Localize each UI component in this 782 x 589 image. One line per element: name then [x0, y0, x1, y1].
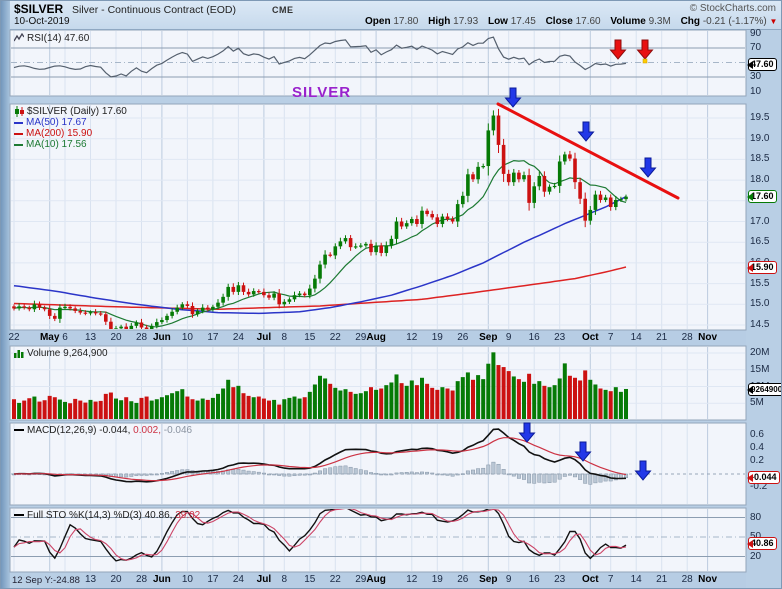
low-value: 17.45	[510, 16, 536, 27]
macd-line-icon	[14, 429, 24, 432]
silver-watermark: SILVER	[292, 84, 352, 101]
down-arrow-icon	[636, 39, 654, 60]
ma200-line-icon	[14, 132, 23, 135]
volume-value: 9.3M	[648, 16, 671, 27]
sto-legend-main: Full STO %K(14,3) %D(3) 40.86,	[27, 510, 173, 521]
candlestick-icon	[15, 106, 24, 117]
close-label: Close	[545, 16, 573, 27]
ma50-line-icon	[14, 121, 23, 124]
volume-legend-text: Volume 9,264,900	[27, 348, 108, 359]
price-panel	[9, 103, 747, 331]
symbol-label: $SILVER	[14, 2, 64, 16]
chart-date: 10-Oct-2019	[14, 16, 70, 27]
sto-value-callout: 40.86	[747, 537, 777, 550]
quote-line: Open 17.80 High 17.93 Low 17.45 Close 17…	[358, 16, 777, 27]
window-left-edge	[0, 0, 10, 589]
yellow-marker	[642, 58, 648, 64]
status-bar: 12 Sep Y:-24.88	[12, 575, 80, 586]
volume-label: Volume	[610, 16, 646, 27]
high-value: 17.93	[453, 16, 479, 27]
down-arrow-icon	[634, 460, 652, 481]
price-legend: $SILVER (Daily) 17.60 MA(50) 17.67 MA(20…	[14, 106, 127, 150]
ma10-legend: MA(10) 17.56	[26, 139, 87, 151]
chart-title: Silver - Continuous Contract (EOD)	[72, 4, 236, 16]
sto-legend: Full STO %K(14,3) %D(3) 40.86, 39.02	[14, 510, 200, 521]
macd-legend-hist: -0.046	[163, 425, 193, 436]
down-arrow-icon	[639, 157, 657, 178]
chg-down-triangle-icon: ▼	[769, 17, 778, 26]
macd-legend-signal: 0.002,	[133, 425, 161, 436]
volume-bars-icon	[14, 350, 24, 359]
ma50-legend: MA(50) 17.67	[26, 117, 87, 129]
date-axis-strip-bottom	[86, 572, 746, 589]
volume-legend: Volume 9,264,900	[14, 348, 108, 359]
line-chart-icon	[14, 33, 24, 42]
down-arrow-icon	[609, 39, 627, 60]
chg-value: -0.21 (-1.17%)	[702, 16, 767, 27]
sto-line-icon	[14, 514, 24, 517]
macd-legend-main: MACD(12,26,9) -0.044,	[27, 425, 131, 436]
chart-header: $SILVER Silver - Continuous Contract (EO…	[10, 0, 782, 30]
ma200-legend: MA(200) 15.90	[26, 128, 93, 140]
date-axis-strip-middle	[10, 330, 746, 346]
open-label: Open	[365, 16, 391, 27]
close-value: 17.60	[575, 16, 601, 27]
declining-tops-trendline	[496, 102, 680, 200]
ma10-line-icon	[14, 143, 23, 146]
macd-panel	[9, 422, 747, 506]
open-value: 17.80	[393, 16, 419, 27]
down-arrow-icon	[504, 87, 522, 108]
exchange-label: CME	[272, 5, 294, 15]
macd-legend: MACD(12,26,9) -0.044, 0.002, -0.046	[14, 425, 192, 436]
chg-label: Chg	[680, 16, 701, 27]
down-arrow-icon	[574, 441, 592, 462]
low-label: Low	[487, 16, 508, 27]
down-arrow-icon	[577, 121, 595, 142]
rsi-legend: RSI(14) 47.60	[14, 33, 89, 44]
high-label: High	[428, 16, 451, 27]
rsi-legend-text: RSI(14) 47.60	[27, 33, 90, 44]
rsi-value-callout: 47.60	[747, 58, 777, 71]
sto-legend-d: 39.02	[175, 510, 201, 521]
macd-value-callout: -0.044	[747, 471, 780, 484]
stockcharts-credit: © StockCharts.com	[689, 3, 776, 14]
ma200-value-callout: 15.90	[747, 261, 777, 274]
down-arrow-icon	[518, 422, 536, 443]
volume-value-callout: 9264900	[746, 383, 782, 396]
price-legend-symbol: $SILVER (Daily) 17.60	[27, 106, 127, 118]
close-price-callout: 17.60	[747, 190, 777, 203]
